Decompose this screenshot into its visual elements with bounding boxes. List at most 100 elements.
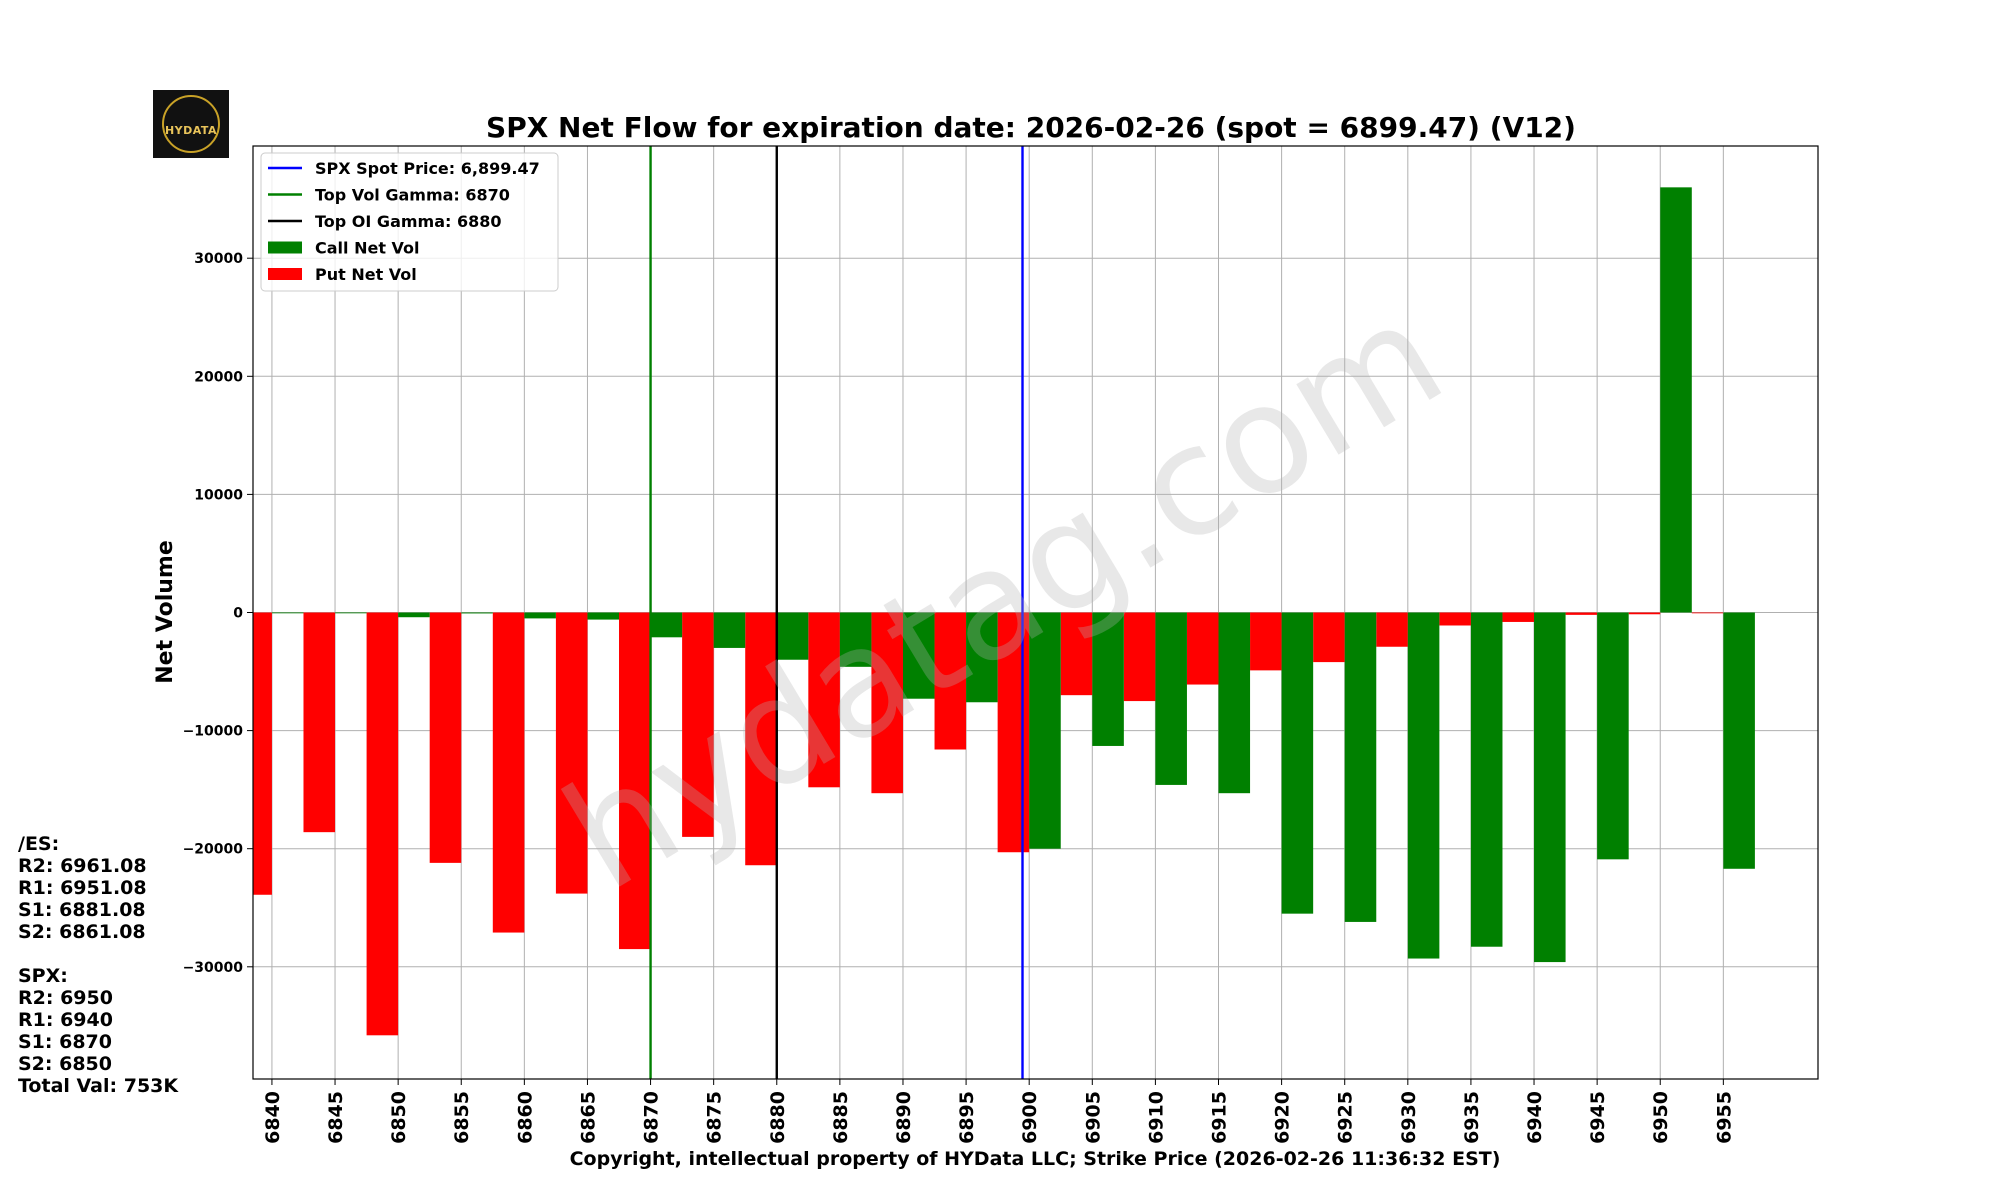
call-bar [650,612,683,638]
call-bar [398,612,430,618]
legend-patch-swatch [268,241,302,254]
x-tick-label: 6855 [451,1091,473,1144]
call-bar [271,612,304,614]
x-tick-label: 6940 [1524,1091,1546,1144]
call-bar [1218,612,1251,794]
x-tick-label: 6860 [514,1091,536,1144]
call-bar [524,612,556,619]
put-bar [1376,612,1408,647]
call-bar [1029,612,1061,849]
put-bar [997,612,1030,853]
reference-lines [649,146,1024,1079]
es-s1-level: S1: 6881.08 [18,899,146,921]
put-bars [253,612,1724,1036]
x-tick-label: 6915 [1209,1091,1231,1144]
logo-emblem-icon: HYDATA [162,95,220,153]
call-bar [776,612,809,660]
call-bar [1155,612,1187,785]
put-bar [1060,612,1093,696]
put-bar [871,612,903,794]
y-tick-label: 10000 [194,487,243,503]
x-tick-label: 6920 [1272,1091,1294,1144]
x-tick-label: 6900 [1019,1091,1041,1144]
x-tick-label: 6845 [325,1091,347,1144]
call-bar [713,612,746,648]
put-bar [1439,612,1471,626]
x-tick-label: 6930 [1398,1091,1420,1144]
chart-legend: SPX Spot Price: 6,899.47 Top Vol Gamma: 6… [260,152,559,292]
chart-title: SPX Net Flow for expiration date: 2026-0… [486,111,1576,144]
put-bar [303,612,336,833]
call-bar [587,612,620,620]
es-levels-header: /ES: [18,833,60,855]
legend-label: Call Net Vol [315,239,420,258]
put-bar [492,612,525,933]
y-tick-label: −10000 [183,724,244,740]
legend-label: Top OI Gamma: 6880 [315,212,502,231]
x-tick-label: 6950 [1650,1091,1672,1144]
es-r1-level: R1: 6951.08 [18,877,147,899]
legend-label: Put Net Vol [315,265,417,284]
put-bar [745,612,777,866]
call-bar [1660,187,1692,613]
es-s2-level: S2: 6861.08 [18,921,146,943]
logo-text: HYDATA [164,124,218,137]
spx-s1-level: S1: 6870 [18,1031,112,1053]
levels-spacer [18,943,178,965]
put-bar [253,612,272,895]
put-bar [555,612,588,894]
y-tick-label: −30000 [183,960,244,976]
call-bar [335,612,367,614]
put-bar [1565,612,1598,615]
spx-r2-level: R2: 6950 [18,987,113,1009]
call-bar [1344,612,1377,922]
put-bar [619,612,651,950]
call-bar [966,612,998,703]
put-bar [1691,612,1724,614]
put-bar [429,612,462,863]
call-bar [1470,612,1503,947]
x-axis-label: Copyright, intellectual property of HYDa… [570,1148,1501,1170]
put-bar [1186,612,1219,685]
x-tick-label: 6870 [641,1091,663,1144]
put-bar [1502,612,1535,622]
levels-panel: /ES: R2: 6961.08 R1: 6951.08 S1: 6881.08… [18,833,178,1097]
legend-label: SPX Spot Price: 6,899.47 [315,159,540,178]
x-tick-label: 6955 [1713,1091,1735,1144]
y-tick-label: 0 [233,606,243,622]
x-tick-label: 6840 [262,1091,284,1144]
spx-levels-header: SPX: [18,965,68,987]
legend-patch-swatch [268,268,302,280]
put-bar [1313,612,1345,663]
x-tick-label: 6945 [1587,1091,1609,1144]
spx-s2-level: S2: 6850 [18,1053,112,1075]
call-bar [902,612,935,699]
put-bar [1123,612,1156,702]
call-bars [271,187,1755,963]
put-bar [682,612,714,837]
call-bar [839,612,872,667]
y-tick-label: 20000 [194,369,243,385]
put-bar [366,612,399,1036]
x-tick-label: 6905 [1082,1091,1104,1144]
x-tick-label: 6885 [830,1091,852,1144]
y-tick-label: −20000 [183,842,244,858]
x-tick-label: 6850 [388,1091,410,1144]
call-bar [1407,612,1440,959]
hydata-logo: HYDATA [153,90,229,158]
x-tick-label: 6935 [1461,1091,1483,1144]
put-bar [1250,612,1282,671]
x-axis-ticks: 6840 6845 6850 6855 6860 6865 6870 6875 6880 6885… [262,1079,1735,1144]
call-bar [461,612,493,614]
call-bar [1092,612,1124,746]
call-bar [1281,612,1314,914]
legend-box [260,152,559,292]
call-bar [1597,612,1629,860]
x-tick-label: 6910 [1145,1091,1167,1144]
y-axis-ticks: −30000 −20000 −10000 0 10000 20000 30000 [183,251,253,976]
y-axis-label: Net Volume [153,540,178,684]
spx-r1-level: R1: 6940 [18,1009,113,1031]
total-value: Total Val: 753K [18,1075,179,1097]
put-bar [1628,612,1661,615]
